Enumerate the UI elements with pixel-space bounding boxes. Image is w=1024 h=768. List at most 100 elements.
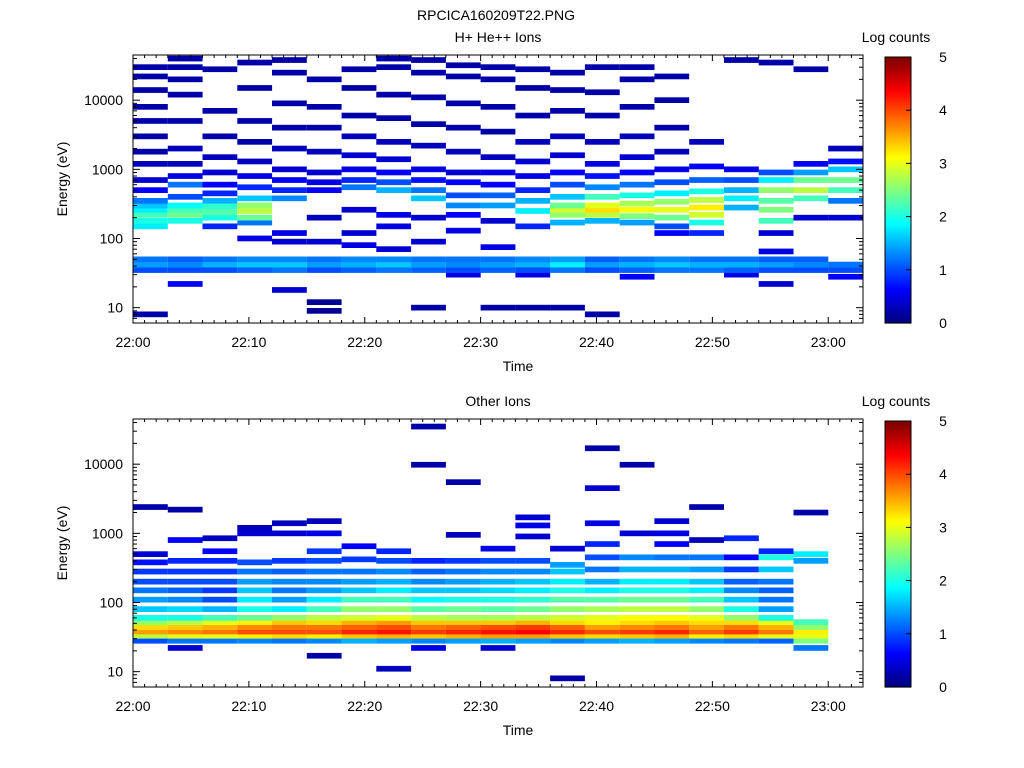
heatmap-cell — [445, 271, 481, 278]
colorbar-segment — [885, 94, 911, 98]
colorbar-segment — [885, 497, 911, 501]
heatmap-cell — [550, 545, 585, 552]
heatmap-cell — [272, 166, 307, 173]
colorbar-segment — [885, 283, 911, 287]
heatmap-cell — [689, 504, 724, 510]
heatmap-cell — [376, 187, 412, 193]
y-axis: 10 100 1000 10000 Energy (eV) — [54, 422, 863, 688]
colorbar-segment — [885, 620, 911, 624]
y-tick-label: 10 — [107, 300, 123, 316]
colorbar-segment — [885, 279, 911, 283]
colorbar-segment — [885, 287, 911, 291]
colorbar-segment — [885, 616, 911, 620]
heatmap-cell — [828, 166, 863, 173]
heatmap-cell — [272, 267, 307, 273]
heatmap-cell — [272, 100, 307, 107]
heatmap-cell — [793, 637, 829, 644]
heatmap-cell — [133, 256, 168, 263]
heatmap-cell — [237, 219, 273, 226]
colorbar-segment — [885, 670, 911, 674]
heatmap-cell — [515, 187, 551, 193]
heatmap-cell — [133, 104, 168, 110]
plot-frame — [132, 418, 864, 688]
colorbar-segment — [885, 595, 911, 599]
heatmap-cell — [584, 624, 620, 630]
colorbar-segment — [885, 624, 911, 628]
heatmap-cell — [411, 195, 446, 202]
colorbar-segment — [885, 146, 911, 150]
heatmap-cell — [272, 177, 307, 183]
colorbar-segment — [885, 231, 911, 235]
colorbar-segment — [885, 295, 911, 299]
heatmap-cell — [411, 166, 446, 173]
colorbar-segment — [885, 302, 911, 305]
colorbar-segment — [885, 485, 911, 489]
heatmap-cell — [689, 619, 724, 625]
colorbar-segment — [885, 674, 911, 678]
heatmap-cell — [724, 187, 759, 193]
heatmap-cell — [376, 596, 412, 603]
colorbar-segment — [885, 479, 911, 482]
heatmap-cell — [480, 632, 516, 639]
heatmap-cell — [133, 578, 168, 585]
heatmap-cell — [515, 261, 551, 268]
heatmap-cell — [445, 578, 481, 585]
heatmap-cell — [133, 198, 168, 204]
heatmap-cell — [272, 261, 307, 268]
heatmap-cell — [341, 619, 377, 625]
heatmap-cell — [411, 624, 446, 630]
heatmap-cell — [550, 133, 585, 140]
colorbar-segment — [885, 622, 911, 626]
heatmap-cell — [515, 606, 551, 612]
heatmap-cell — [167, 64, 203, 70]
heatmap-cell — [306, 518, 342, 524]
heatmap-cell — [411, 461, 446, 468]
colorbar-segment — [885, 645, 911, 649]
colorbar-segment — [885, 154, 911, 158]
heatmap-cell — [758, 169, 794, 176]
colorbar-segment — [885, 115, 911, 118]
colorbar-segment — [885, 450, 911, 453]
heatmap-cell — [167, 537, 203, 543]
heatmap-cell — [550, 578, 585, 585]
heatmap-cell — [515, 596, 551, 603]
colorbar-segment — [885, 491, 911, 495]
heatmap-cell — [445, 568, 481, 575]
colorbar-segment — [885, 429, 911, 432]
heatmap-cell — [689, 197, 724, 203]
heatmap-cell — [550, 152, 585, 159]
heatmap-cell — [619, 578, 655, 585]
heatmap-cell — [515, 628, 551, 635]
heatmap-cell — [724, 554, 759, 561]
heatmap-cell — [376, 115, 412, 121]
heatmap-cell — [584, 212, 620, 218]
colorbar-segment — [885, 244, 911, 247]
heatmap-cell — [341, 85, 377, 91]
colorbar-segment — [885, 318, 911, 322]
heatmap-cell — [480, 192, 516, 199]
heatmap-cell — [758, 587, 794, 594]
colorbar-segment — [885, 200, 911, 204]
heatmap-cell — [445, 169, 481, 176]
colorbar-segment — [885, 462, 911, 466]
heatmap-cell — [445, 558, 481, 564]
heatmap-cell — [654, 230, 690, 236]
heatmap-cell — [758, 578, 794, 585]
colorbar-segment — [885, 628, 911, 632]
colorbar-segment — [885, 581, 911, 584]
heatmap-cell — [411, 177, 446, 183]
heatmap-cell — [445, 212, 481, 218]
colorbar-segment — [885, 310, 911, 314]
heatmap-cell — [202, 214, 238, 221]
heatmap-cell — [341, 133, 377, 140]
colorbar-segment — [885, 150, 911, 154]
y-axis: 10 100 1000 10000 Energy (eV) — [54, 58, 863, 324]
heatmap-cell — [480, 154, 516, 160]
heatmap-cell — [202, 578, 238, 585]
colorbar: 0 1 2 3 4 5 Log counts — [862, 29, 947, 331]
heatmap-cell — [793, 645, 829, 651]
colorbar-segment — [885, 160, 911, 164]
heatmap-cell — [515, 139, 551, 145]
colorbar-segment — [885, 121, 911, 125]
heatmap-cell — [445, 615, 481, 621]
